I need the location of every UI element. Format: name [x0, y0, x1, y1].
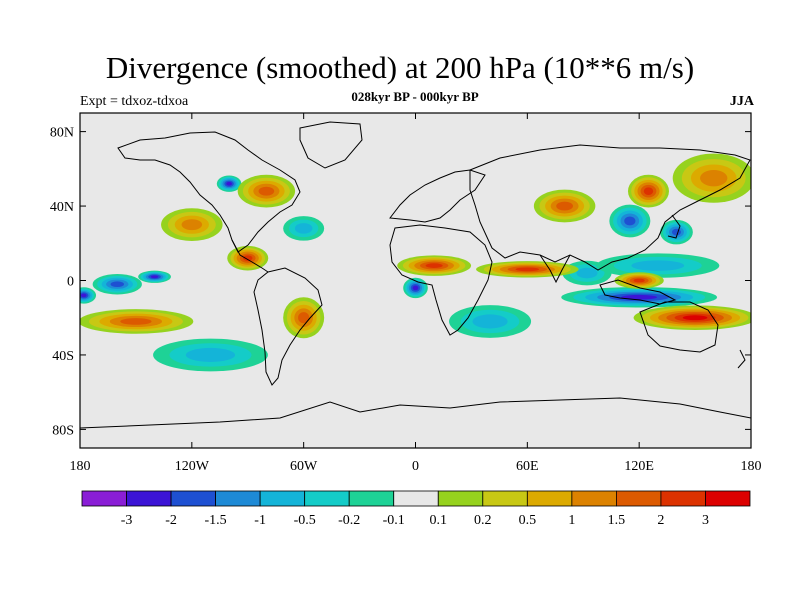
coastline-africa	[389, 224, 493, 336]
coastline-japan	[667, 214, 681, 239]
lat-tick-label: 40S	[52, 349, 74, 364]
lon-tick-label: 0	[412, 459, 419, 474]
colorbar-label: -0.1	[383, 513, 405, 528]
anomaly-contour-3-6	[226, 181, 232, 186]
anomaly-contour-13-6	[243, 255, 253, 262]
colorbar-label: 0.2	[474, 513, 492, 528]
anomaly-contour-1-6	[150, 275, 159, 279]
coastline-north-america	[117, 131, 301, 253]
colorbar-label: 2	[657, 513, 664, 528]
colorbar-swatch	[393, 490, 439, 507]
colorbar-label: 1	[568, 513, 575, 528]
anomaly-contour-16-6	[515, 267, 540, 272]
anomaly-contour-23-4	[181, 219, 203, 231]
colorbar-swatch	[705, 490, 751, 507]
anomaly-contour-18-6	[633, 278, 645, 283]
colorbar-label: 0.1	[430, 513, 448, 528]
lat-tick-label: 80S	[52, 423, 74, 438]
colorbar: -3 -2 -1.5 -1 -0.5 -0.2 -0.1 0.1 0.2 0.5 1 1.5 2 3	[81, 490, 751, 528]
anomaly-contour-14-5	[298, 312, 310, 324]
colorbar-label: 1.5	[608, 513, 626, 528]
map-title: Divergence (smoothed) at 200 hPa (10**6 …	[105, 50, 695, 85]
colorbar-swatch	[81, 490, 127, 507]
colorbar-label: -1.5	[205, 513, 227, 528]
map-axes: 80N 40N 0 40S 80S 180 120W 60W 0 60E 120E 180	[50, 113, 762, 474]
coastline-australia	[639, 301, 719, 353]
anomaly-contour-24-4	[700, 169, 728, 187]
colorbar-swatch	[482, 490, 528, 507]
anomaly-contour-6-6	[621, 294, 658, 300]
colorbar-label: -3	[121, 513, 133, 528]
experiment-label: Expt = tdxoz-tdxoa	[80, 94, 189, 109]
anomaly-contour-7-5	[624, 216, 636, 226]
lon-tick-label: 60E	[516, 459, 539, 474]
anomaly-contour-2-6	[80, 293, 87, 298]
lon-tick-label: 180	[70, 459, 91, 474]
lat-tick-label: 80N	[50, 126, 74, 141]
lon-tick-label: 120E	[624, 459, 654, 474]
colorbar-swatch	[526, 490, 573, 507]
map-subtitle: 028kyr BP - 000kyr BP	[351, 89, 479, 104]
lon-tick-label: 60W	[290, 459, 318, 474]
coastlines	[80, 121, 751, 429]
colorbar-swatch	[348, 490, 395, 507]
colorbar-label: 0.5	[519, 513, 537, 528]
colorbar-label: -1	[254, 513, 266, 528]
anomaly-contour-22-5	[556, 201, 573, 211]
lat-tick-label: 40N	[50, 200, 74, 215]
anomaly-contour-15-6	[425, 263, 443, 268]
anomaly-contour-10-3	[185, 347, 236, 362]
colorbar-label: -0.5	[294, 513, 316, 528]
colorbar-label: -2	[165, 513, 177, 528]
colorbar-swatch	[126, 490, 172, 507]
coastline-new-zealand	[737, 349, 746, 369]
coastline-central-america	[231, 239, 269, 273]
anomaly-contour-17-7	[682, 315, 708, 321]
colorbar-label: -0.2	[338, 513, 360, 528]
lat-tick-label: 0	[67, 275, 74, 290]
anomaly-contour-20-5	[258, 186, 275, 196]
anomaly-contour-21-6	[643, 187, 654, 195]
coastline-south-america	[253, 267, 323, 386]
coastline-antarctica	[80, 397, 751, 429]
anomaly-contour-9-3	[576, 267, 598, 279]
coastline-europe	[389, 169, 486, 223]
lon-tick-label: 180	[741, 459, 762, 474]
colorbar-swatch	[660, 490, 706, 507]
season-label: JJA	[729, 94, 754, 109]
colorbar-swatch	[170, 490, 216, 507]
divergence-field	[80, 153, 751, 372]
colorbar-swatch	[571, 490, 617, 507]
coastline-asia	[469, 144, 751, 271]
colorbar-label: 3	[702, 513, 709, 528]
anomaly-contour-0-5	[110, 281, 124, 288]
anomaly-contour-8-5	[671, 228, 681, 236]
anomaly-contour-5-6	[412, 285, 419, 291]
colorbar-swatch	[304, 490, 350, 507]
colorbar-swatch	[215, 490, 261, 507]
anomaly-contour-19-5	[120, 318, 152, 325]
anomaly-contour-4-3	[294, 223, 313, 234]
colorbar-swatch	[259, 490, 306, 507]
anomaly-contour-12-3	[631, 260, 685, 271]
colorbar-swatch	[437, 490, 484, 507]
colorbar-swatch	[616, 490, 662, 507]
lon-tick-label: 120W	[175, 459, 210, 474]
coastline-indian-subcontinent	[539, 254, 571, 284]
anomaly-contour-11-3	[472, 314, 508, 329]
coastline-greenland	[299, 121, 363, 169]
